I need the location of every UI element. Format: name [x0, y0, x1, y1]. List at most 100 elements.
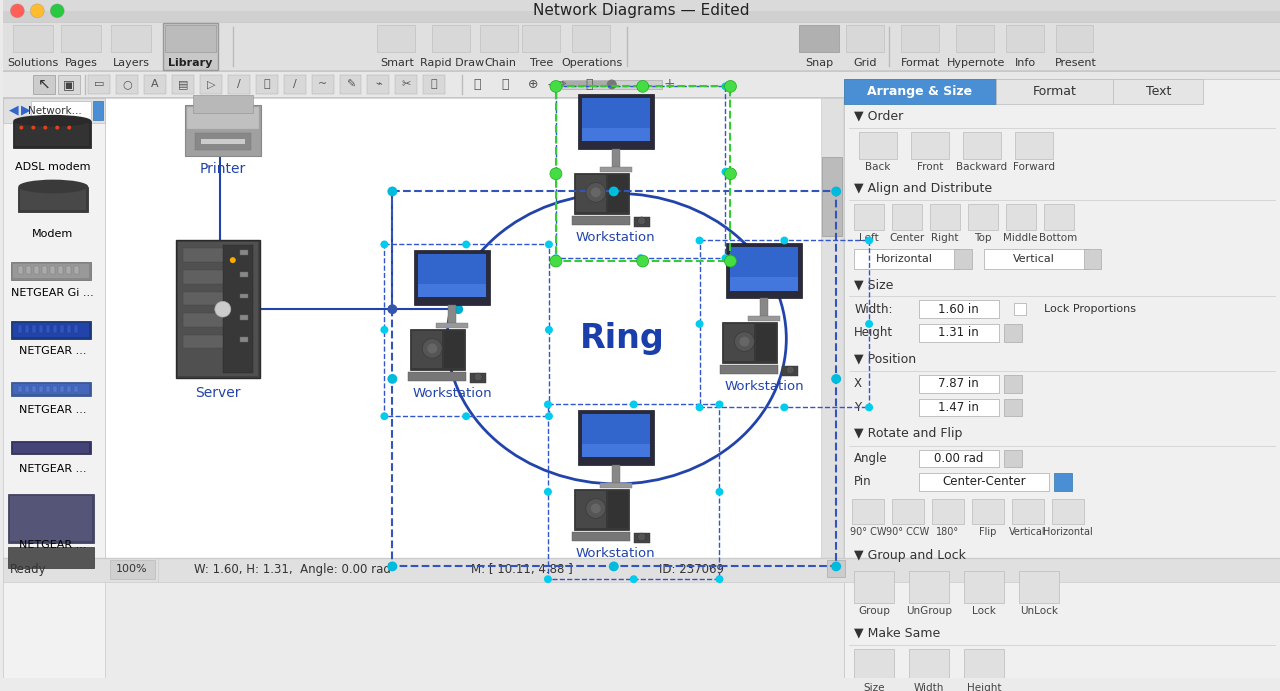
Circle shape [380, 326, 388, 334]
Circle shape [388, 187, 397, 196]
Text: Arrange & Size: Arrange & Size [868, 85, 973, 98]
Bar [722, 322, 777, 363]
Text: ↖: ↖ [38, 77, 51, 92]
Text: Smart: Smart [380, 58, 415, 68]
Bar [573, 173, 628, 214]
Bar [612, 465, 620, 483]
Bar [919, 473, 1048, 491]
Bar [582, 444, 650, 457]
Bar [26, 325, 29, 333]
Bar [731, 247, 799, 290]
Text: Bottom: Bottom [1039, 233, 1078, 243]
Bar [13, 443, 90, 453]
Bar [223, 245, 252, 373]
Bar [12, 441, 91, 455]
Bar [145, 75, 166, 94]
Text: 90° CCW: 90° CCW [886, 527, 929, 537]
Bar [165, 25, 216, 52]
Bar [419, 284, 486, 297]
Bar [984, 249, 1088, 269]
Bar [760, 299, 768, 316]
Circle shape [695, 236, 704, 245]
Ellipse shape [13, 115, 91, 126]
Text: +: + [664, 77, 676, 91]
Text: Network...: Network... [28, 106, 82, 116]
Circle shape [230, 257, 236, 263]
Text: ◀: ◀ [9, 104, 18, 117]
Bar [634, 217, 650, 227]
Bar [31, 101, 91, 120]
Circle shape [630, 401, 637, 408]
Bar [612, 149, 620, 167]
Bar [480, 25, 518, 52]
Bar [67, 266, 72, 274]
Circle shape [388, 304, 397, 314]
Text: Server: Server [195, 386, 241, 399]
Circle shape [545, 413, 553, 420]
Text: ▼ Align and Distribute: ▼ Align and Distribute [854, 182, 992, 195]
Circle shape [591, 504, 600, 513]
Bar [183, 334, 238, 348]
Text: Workstation: Workstation [724, 380, 804, 393]
Circle shape [544, 575, 552, 583]
Text: Pages: Pages [65, 58, 97, 68]
Text: Operations: Operations [561, 58, 622, 68]
Circle shape [831, 374, 841, 384]
Bar [932, 499, 964, 524]
Circle shape [724, 168, 736, 180]
Text: Left: Left [859, 233, 879, 243]
Text: Front: Front [916, 162, 943, 172]
Bar [18, 266, 23, 274]
Bar [964, 649, 1004, 680]
Bar [15, 123, 90, 146]
Bar [111, 25, 151, 52]
Bar [822, 157, 842, 236]
Bar [845, 79, 996, 104]
Text: ID: 237069: ID: 237069 [659, 563, 724, 576]
Text: Flip: Flip [979, 527, 996, 537]
Circle shape [388, 374, 397, 384]
Circle shape [781, 236, 788, 245]
Bar [859, 131, 897, 159]
Circle shape [428, 343, 438, 353]
Bar [42, 266, 47, 274]
Bar [13, 323, 90, 337]
Bar [20, 189, 86, 210]
Bar [311, 75, 334, 94]
Text: 0.00 rad: 0.00 rad [934, 452, 983, 465]
Text: 💧: 💧 [585, 78, 593, 91]
Bar [10, 495, 92, 541]
Bar [32, 386, 36, 392]
Bar [1114, 79, 1203, 104]
Bar [46, 325, 50, 333]
Bar [919, 301, 998, 318]
Text: Height: Height [966, 683, 1001, 691]
Bar [919, 399, 998, 416]
Bar [163, 23, 218, 70]
Bar [954, 249, 972, 269]
Bar [74, 266, 79, 274]
Bar [60, 325, 64, 333]
Text: Y: Y [854, 401, 861, 414]
Bar [50, 266, 55, 274]
Bar [378, 25, 415, 52]
Bar [195, 133, 251, 150]
Text: Horizontal: Horizontal [876, 254, 933, 264]
Bar [239, 272, 248, 277]
Bar [411, 329, 465, 370]
Text: ✎: ✎ [346, 79, 355, 89]
Bar [13, 384, 90, 394]
Text: Width:: Width: [854, 303, 892, 316]
Text: Group: Group [858, 605, 890, 616]
Circle shape [695, 320, 704, 328]
Bar [61, 25, 101, 52]
Bar [582, 414, 650, 444]
Text: Vertical: Vertical [1012, 254, 1055, 264]
Bar [556, 86, 731, 261]
Text: ▼ Rotate and Flip: ▼ Rotate and Flip [854, 427, 963, 440]
Circle shape [724, 80, 736, 93]
Bar [919, 375, 998, 392]
Bar [13, 121, 91, 149]
Circle shape [831, 562, 841, 571]
Bar [4, 70, 1280, 98]
